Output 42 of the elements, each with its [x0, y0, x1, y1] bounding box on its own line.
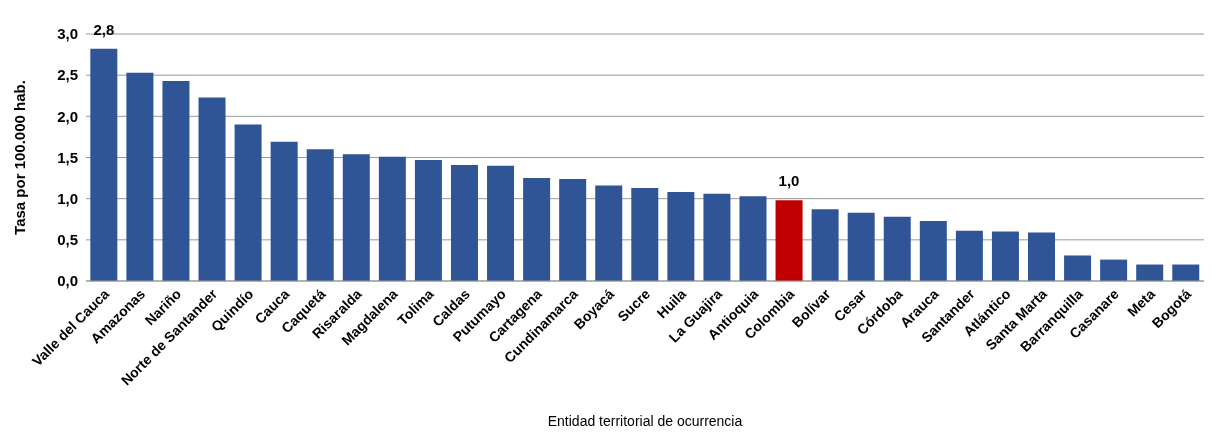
y-tick-label: 0,0: [57, 272, 78, 290]
bar: [198, 97, 226, 281]
bar: [811, 209, 839, 281]
bar: [559, 178, 587, 281]
y-tick-label: 3,0: [57, 25, 78, 43]
bar: [739, 196, 767, 281]
bar: [306, 149, 334, 281]
bar: [523, 178, 551, 281]
bar: [1100, 259, 1128, 281]
y-tick-label: 2,5: [57, 66, 78, 84]
bar: [775, 200, 803, 281]
y-axis-title: Tasa por 100.000 hab.: [11, 80, 29, 235]
bar: [414, 159, 442, 281]
y-tick-label: 2,0: [57, 107, 78, 125]
bar: [1136, 264, 1164, 281]
bar: [1172, 264, 1200, 281]
bar: [919, 220, 947, 281]
bar: [595, 185, 623, 281]
bar: [883, 216, 911, 281]
bar: [703, 193, 731, 281]
data-label: 2,8: [93, 20, 115, 38]
bar: [450, 164, 478, 281]
bar: [270, 141, 298, 281]
bar: [234, 124, 262, 281]
bar: [667, 192, 695, 281]
bar: [1064, 255, 1092, 281]
data-label: 1,0: [778, 172, 800, 190]
bar: [90, 48, 118, 281]
bar: [955, 230, 983, 281]
bar: [1028, 232, 1056, 281]
bar: [162, 80, 190, 281]
bar: [126, 72, 154, 281]
bar: [342, 154, 370, 281]
bar: [847, 212, 875, 281]
y-tick-label: 1,5: [57, 148, 78, 166]
y-tick-label: 0,5: [57, 231, 78, 249]
bar: [631, 187, 659, 281]
bar: [487, 165, 515, 281]
y-tick-label: 1,0: [57, 189, 78, 207]
bar: [378, 156, 406, 281]
bar: [991, 231, 1019, 281]
x-axis-title: Entidad territorial de ocurrencia: [547, 413, 743, 429]
